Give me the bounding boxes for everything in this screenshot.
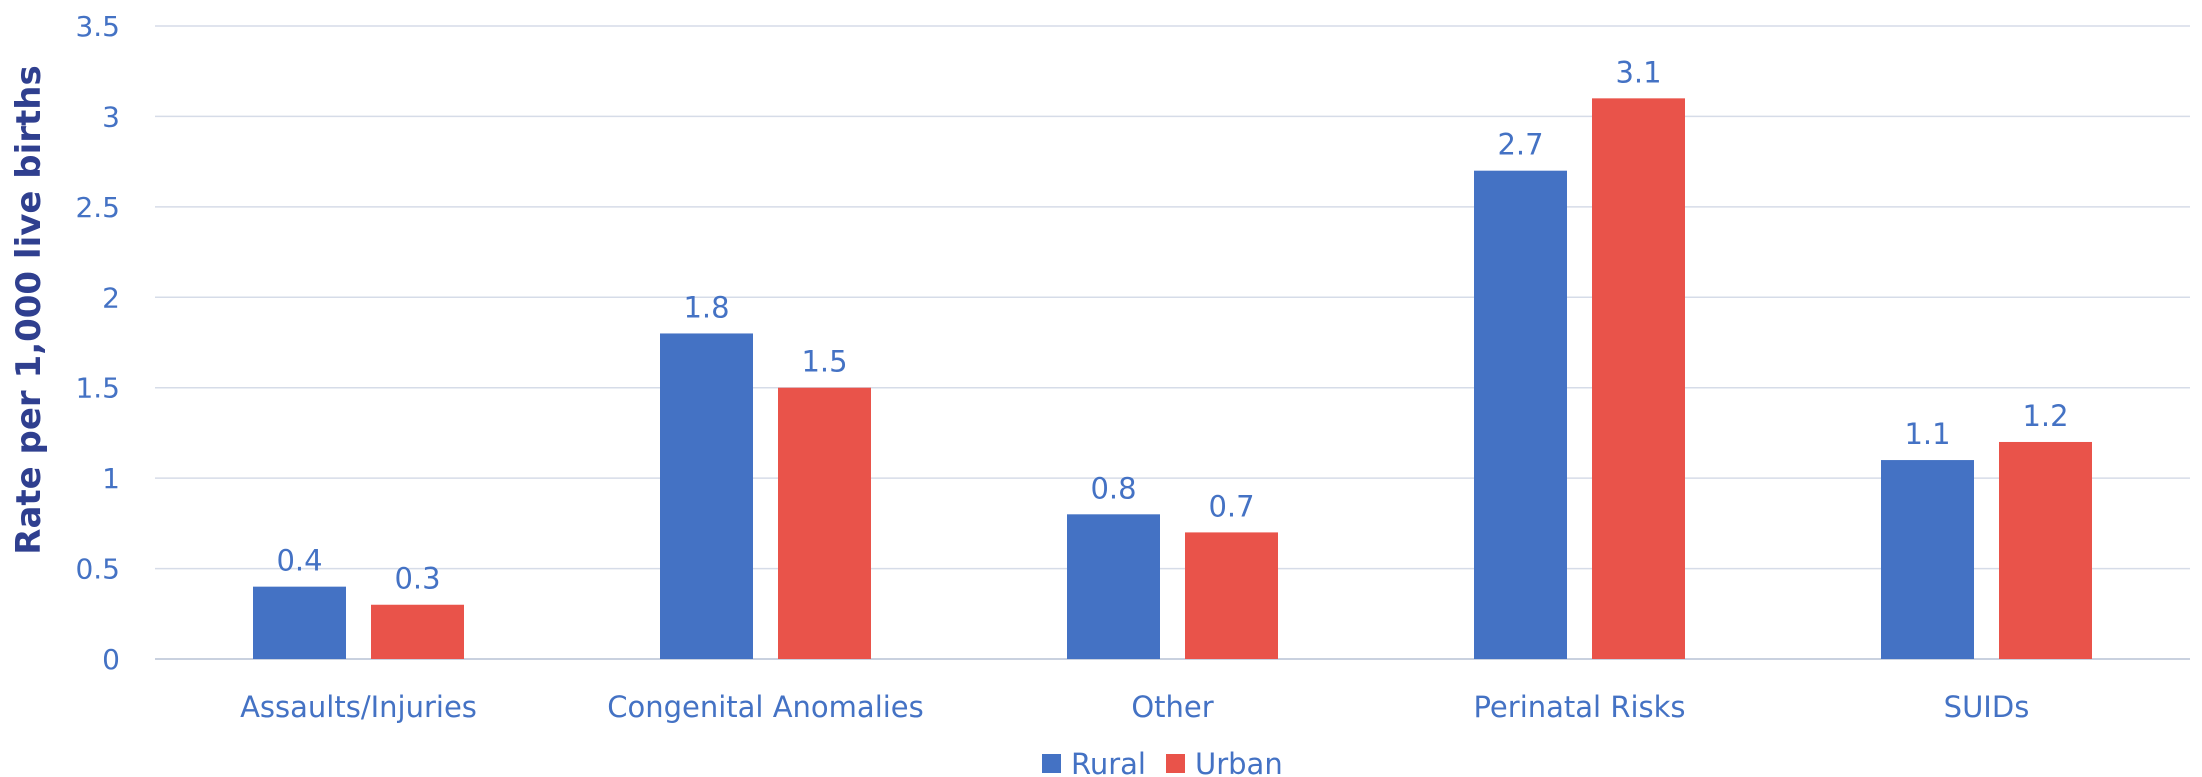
bar-urban-2 xyxy=(1185,532,1278,659)
y-tick-label: 1 xyxy=(102,462,120,495)
data-label: 1.8 xyxy=(683,290,729,324)
bar-urban-4 xyxy=(1999,441,2092,659)
legend-label-urban: Urban xyxy=(1195,747,1283,777)
data-label: 1.1 xyxy=(1904,417,1950,451)
category-label: Perinatal Risks xyxy=(1473,690,1685,724)
y-tick-label: 0.5 xyxy=(75,553,120,586)
data-label: 0.4 xyxy=(276,544,322,578)
bar-rural-3 xyxy=(1474,170,1567,659)
data-label: 2.7 xyxy=(1497,128,1543,162)
y-tick-label: 3 xyxy=(102,100,120,133)
data-label: 1.5 xyxy=(801,345,847,379)
x-axis-category-labels: Assaults/Injuries Congenital Anomalies Oth… xyxy=(240,690,2029,724)
category-label: SUIDs xyxy=(1944,690,2030,724)
y-tick-label: 2.5 xyxy=(75,191,120,224)
legend: Rural Urban xyxy=(1042,747,1283,777)
bar-urban-3 xyxy=(1592,98,1685,660)
category-label: Congenital Anomalies xyxy=(607,690,924,724)
y-axis-title: Rate per 1,000 live births xyxy=(9,65,49,554)
y-tick-label: 2 xyxy=(102,281,120,314)
legend-swatch-urban xyxy=(1166,754,1185,773)
data-label: 0.3 xyxy=(394,562,440,596)
category-label: Assaults/Injuries xyxy=(240,690,477,724)
bar-urban-0 xyxy=(371,604,464,659)
bar-urban-1 xyxy=(778,387,871,659)
data-label: 1.2 xyxy=(2022,399,2068,433)
bar-rural-0 xyxy=(253,586,346,659)
y-tick-label: 3.5 xyxy=(75,10,120,43)
y-axis-tick-labels: 0 0.5 1 1.5 2 2.5 3 3.5 xyxy=(75,10,120,676)
data-label: 0.8 xyxy=(1090,471,1136,505)
y-tick-label: 0 xyxy=(102,643,120,676)
data-labels: 0.4 0.3 1.8 1.5 0.8 0.7 2.7 3.1 1.1 1.2 xyxy=(276,55,2068,595)
data-label: 0.7 xyxy=(1208,489,1254,523)
legend-swatch-rural xyxy=(1042,754,1061,773)
category-label: Other xyxy=(1131,690,1213,724)
bars xyxy=(253,98,2092,660)
bar-rural-2 xyxy=(1067,514,1160,659)
bar-rural-1 xyxy=(660,333,753,659)
legend-label-rural: Rural xyxy=(1071,747,1146,777)
gridlines xyxy=(155,25,2190,660)
bar-rural-4 xyxy=(1881,460,1974,659)
y-tick-label: 1.5 xyxy=(75,372,120,405)
data-label: 3.1 xyxy=(1615,55,1661,89)
